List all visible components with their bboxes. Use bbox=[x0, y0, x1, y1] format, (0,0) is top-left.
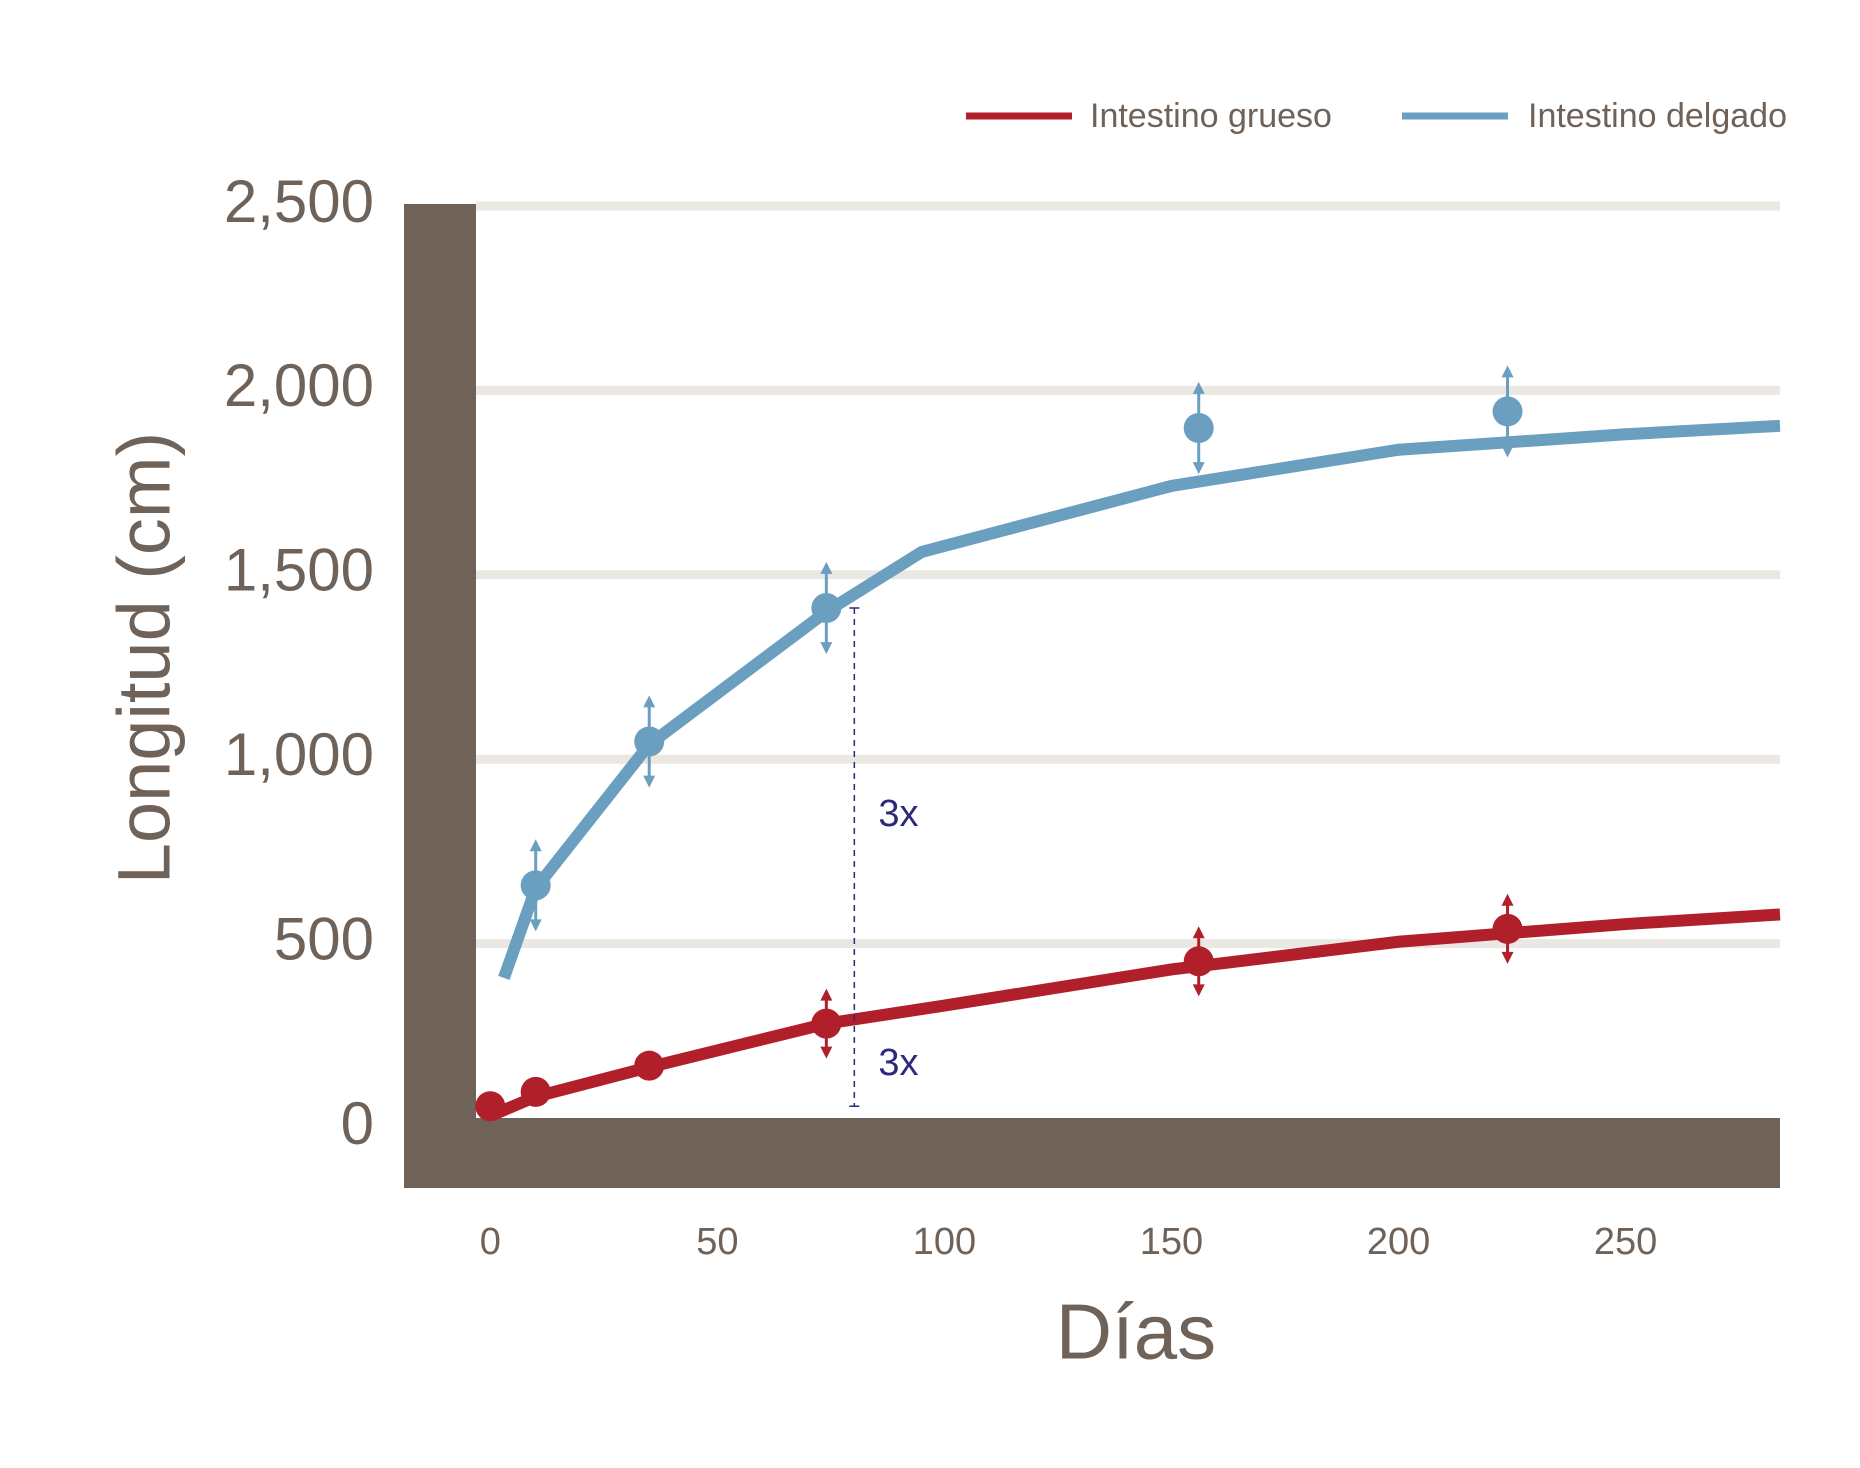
error-bar bbox=[529, 839, 542, 932]
error-bar bbox=[820, 561, 833, 655]
x-axis-title: Días bbox=[1056, 1288, 1216, 1376]
arrow-head bbox=[643, 695, 656, 708]
arrow-head bbox=[820, 561, 833, 574]
arrow-head bbox=[529, 839, 542, 852]
arrow-head bbox=[820, 642, 833, 655]
fit-curve bbox=[487, 908, 1781, 1122]
legend-label: Intestino delgado bbox=[1528, 97, 1787, 135]
legend-label: Intestino grueso bbox=[1090, 97, 1332, 135]
arrow-head bbox=[1192, 381, 1205, 394]
arrow-head bbox=[1192, 462, 1205, 475]
arrow-head bbox=[1501, 893, 1514, 906]
error-bar bbox=[1501, 365, 1514, 458]
y-tick-label: 2,000 bbox=[224, 352, 374, 419]
y-tick-label: 1,500 bbox=[224, 537, 374, 604]
data-point bbox=[520, 1076, 551, 1107]
y-axis-title: Longitud (cm) bbox=[103, 432, 186, 884]
data-point bbox=[475, 1091, 506, 1122]
x-tick-label: 50 bbox=[696, 1221, 738, 1263]
fit-curve bbox=[498, 419, 1781, 980]
arrow-head bbox=[1192, 984, 1205, 997]
arrow-head bbox=[1192, 926, 1205, 939]
arrow-head bbox=[1501, 951, 1514, 964]
y-axis-bar bbox=[404, 204, 476, 1188]
data-point bbox=[634, 1050, 665, 1081]
y-tick-label: 1,000 bbox=[224, 721, 374, 788]
error-bar bbox=[1501, 893, 1514, 964]
arrow-head bbox=[1501, 445, 1514, 458]
y-tick-label: 0 bbox=[341, 1090, 374, 1157]
x-tick-label: 0 bbox=[480, 1221, 501, 1263]
arrow-head bbox=[820, 988, 833, 1001]
grid bbox=[476, 201, 1780, 949]
arrow-head bbox=[643, 775, 656, 788]
arrow-head bbox=[1501, 365, 1514, 378]
x-tick-label: 250 bbox=[1594, 1221, 1657, 1263]
annotation: 3x bbox=[878, 793, 918, 835]
annotation: 3x bbox=[878, 1042, 918, 1084]
error-bar bbox=[820, 988, 833, 1059]
arrow-head bbox=[820, 1046, 833, 1059]
x-tick-label: 200 bbox=[1367, 1221, 1430, 1263]
error-bar bbox=[1192, 926, 1205, 997]
y-tick-label: 500 bbox=[274, 905, 374, 972]
error-bar bbox=[1192, 381, 1205, 475]
error-bar bbox=[643, 695, 656, 788]
x-axis-bar bbox=[404, 1118, 1780, 1188]
arrow-head bbox=[529, 919, 542, 932]
x-tick-label: 100 bbox=[913, 1221, 976, 1263]
y-tick-label: 2,500 bbox=[224, 168, 374, 235]
x-tick-label: 150 bbox=[1140, 1221, 1203, 1263]
